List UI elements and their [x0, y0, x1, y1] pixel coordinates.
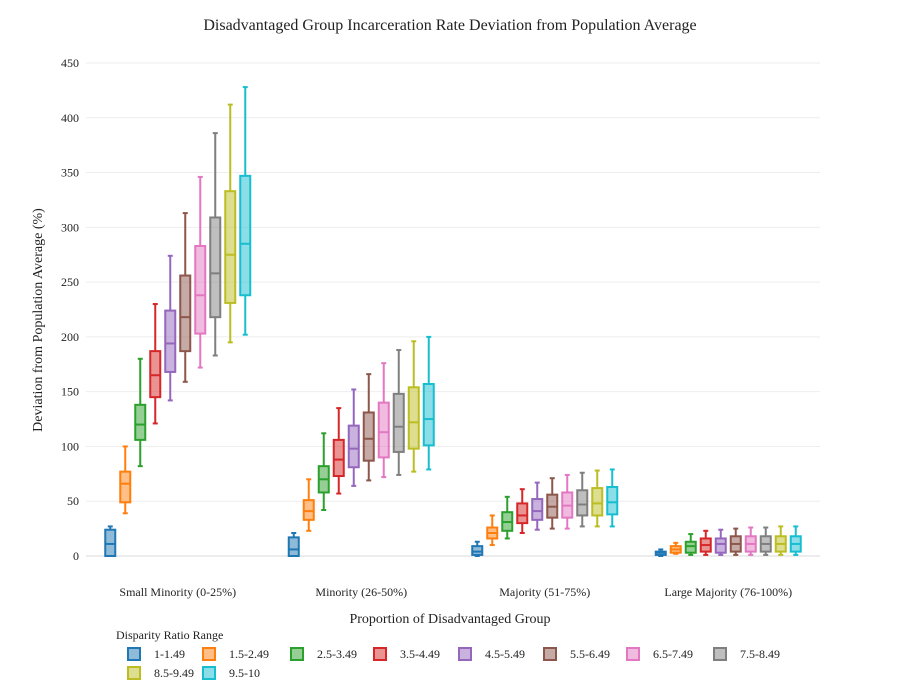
y-axis-ticks: 0 50 100 150 200 250 300 350 400 450	[61, 56, 79, 563]
box-0	[209, 216, 222, 319]
x-tick-label-3: Large Majority (76-100%)	[664, 585, 792, 599]
box-0	[239, 174, 252, 297]
x-tick-label-0: Small Minority (0-25%)	[119, 585, 236, 599]
box-1	[407, 386, 420, 450]
box-2	[576, 489, 589, 517]
y-tick-label-50: 50	[67, 494, 79, 508]
legend-swatch	[373, 647, 387, 661]
legend-item-9.5-10: 9.5-10	[202, 666, 260, 680]
series-1.5-2.49	[119, 445, 682, 555]
box-2	[471, 545, 484, 556]
x-axis-title: Proportion of Disadvantaged Group	[349, 612, 550, 627]
series-7.5-8.49	[209, 132, 772, 556]
box-1	[287, 536, 300, 557]
y-tick-label-0: 0	[73, 549, 79, 563]
legend-label: 1-1.49	[154, 647, 185, 661]
series-2.5-3.49	[134, 357, 697, 556]
box-0	[224, 190, 237, 304]
box-2	[516, 502, 529, 525]
y-tick-label-150: 150	[61, 385, 79, 399]
legend-item-1.5-2.49: 1.5-2.49	[202, 647, 269, 661]
legend-title: Disparity Ratio Range	[116, 628, 223, 642]
grid-lines	[86, 62, 820, 557]
legend-item-5.5-6.49: 5.5-6.49	[543, 647, 610, 661]
box-0	[194, 244, 207, 335]
y-tick-label-100: 100	[61, 439, 79, 453]
legend-swatch	[543, 647, 557, 661]
y-tick-label-400: 400	[61, 111, 79, 125]
box-0	[164, 309, 177, 373]
legend-swatch	[202, 647, 216, 661]
box-3	[714, 537, 727, 554]
box-0	[119, 470, 132, 504]
series-8.5-9.49	[224, 103, 787, 556]
legend-item-8.5-9.49: 8.5-9.49	[127, 666, 194, 680]
legend-label: 3.5-4.49	[400, 647, 440, 661]
legend: 1-1.49 1.5-2.49 2.5-3.49 3.5-4.49 4.5-5.49 5.…	[127, 647, 780, 680]
y-tick-label-200: 200	[61, 330, 79, 344]
legend-label: 5.5-6.49	[570, 647, 610, 661]
legend-item-7.5-8.49: 7.5-8.49	[713, 647, 780, 661]
legend-label: 7.5-8.49	[740, 647, 780, 661]
y-axis-title: Deviation from Population Average (%)	[31, 208, 46, 432]
box-2	[591, 487, 604, 517]
box-1	[377, 401, 390, 459]
series-9.5-10	[239, 86, 802, 556]
legend-item-2.5-3.49: 2.5-3.49	[290, 647, 357, 661]
box-series	[104, 86, 802, 557]
series-5.5-6.49	[179, 212, 742, 556]
legend-swatch	[626, 647, 640, 661]
box-1	[302, 499, 315, 521]
box-2	[606, 485, 619, 516]
box-3	[684, 540, 697, 554]
box-1	[332, 438, 345, 478]
legend-label: 9.5-10	[229, 666, 260, 680]
legend-label: 2.5-3.49	[317, 647, 357, 661]
y-tick-label-250: 250	[61, 275, 79, 289]
legend-swatch	[290, 647, 304, 661]
x-tick-label-1: Minority (26-50%)	[315, 585, 407, 599]
box-0	[104, 528, 117, 557]
series-1-1.49	[104, 525, 667, 557]
y-tick-label-300: 300	[61, 220, 79, 234]
legend-swatch	[458, 647, 472, 661]
legend-label: 1.5-2.49	[229, 647, 269, 661]
legend-swatch	[202, 666, 216, 680]
box-1	[392, 392, 405, 453]
series-3.5-4.49	[149, 303, 712, 556]
legend-label: 6.5-7.49	[653, 647, 693, 661]
y-tick-label-450: 450	[61, 56, 79, 70]
legend-swatch	[127, 666, 141, 680]
legend-swatch	[713, 647, 727, 661]
box-0	[134, 403, 147, 441]
box-0	[149, 350, 162, 399]
legend-label: 4.5-5.49	[485, 647, 525, 661]
box-0	[179, 274, 192, 353]
series-4.5-5.49	[164, 254, 727, 556]
legend-swatch	[127, 647, 141, 661]
x-tick-label-2: Majority (51-75%)	[499, 585, 590, 599]
series-6.5-7.49	[194, 175, 757, 556]
legend-item-6.5-7.49: 6.5-7.49	[626, 647, 693, 661]
legend-item-3.5-4.49: 3.5-4.49	[373, 647, 440, 661]
legend-item-1-1.49: 1-1.49	[127, 647, 185, 661]
legend-item-4.5-5.49: 4.5-5.49	[458, 647, 525, 661]
box-1	[422, 382, 435, 447]
x-axis-ticks: Small Minority (0-25%) Minority (26-50%) M…	[119, 585, 792, 599]
box-1	[347, 424, 360, 469]
box-2	[531, 498, 544, 521]
chart-title: Disadvantaged Group Incarceration Rate D…	[203, 17, 696, 34]
box-1	[362, 411, 375, 462]
y-tick-label-350: 350	[61, 166, 79, 180]
legend-label: 8.5-9.49	[154, 666, 194, 680]
